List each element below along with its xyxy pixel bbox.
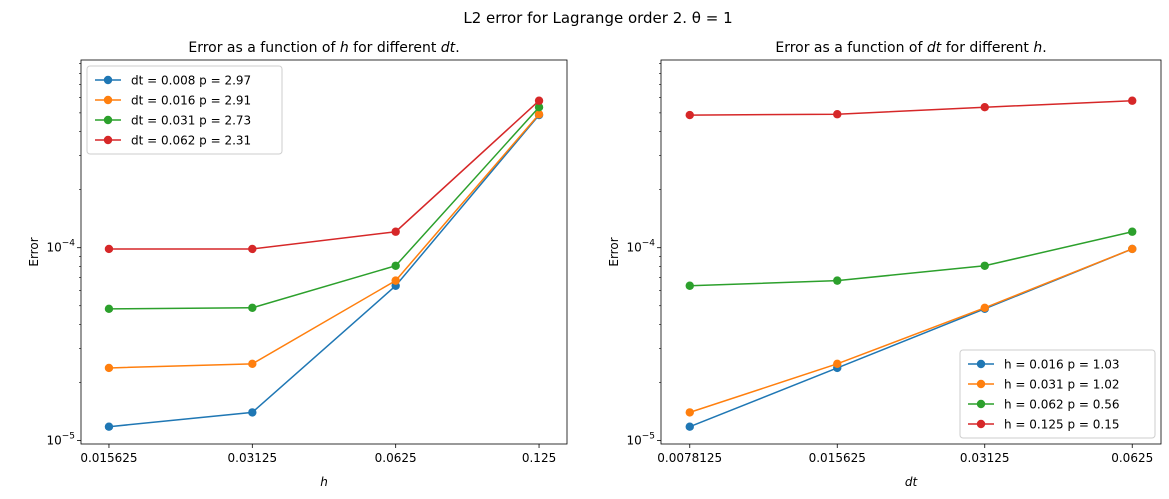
data-point [104, 304, 114, 314]
legend-box [959, 349, 1156, 439]
series-2 [685, 244, 1137, 417]
chart-panel-2: Error as a function of dt for different … [607, 40, 1162, 489]
data-point [391, 227, 400, 236]
y-tick-label: 10−5 [46, 432, 75, 448]
data-point [534, 103, 544, 112]
axes-frame [660, 59, 1162, 445]
legend-item: dt = 0.008 p = 2.97 [95, 74, 251, 88]
figure-suptitle: L2 error for Lagrange order 2. θ = 1 [463, 9, 732, 27]
legend-swatch-marker [976, 399, 986, 409]
series-4 [685, 96, 1137, 120]
data-point [104, 363, 114, 373]
data-point [391, 261, 400, 270]
x-tick-label: 0.015625 [80, 451, 137, 465]
data-point [833, 110, 842, 119]
data-point [1128, 244, 1137, 254]
x-tick-label: 0.0078125 [657, 451, 722, 465]
legend-swatch-marker [976, 359, 986, 369]
x-tick-label: 0.0625 [375, 451, 417, 465]
chart-panel-1: Error as a function of h for different d… [27, 40, 568, 489]
x-axis-label: dt [905, 475, 919, 489]
series-4 [104, 96, 544, 254]
series-line [108, 113, 540, 369]
series-3 [104, 103, 544, 314]
y-axis-label: Error [607, 237, 621, 266]
data-point [248, 303, 257, 312]
legend-item: dt = 0.016 p = 2.91 [95, 94, 251, 108]
data-point [534, 96, 544, 105]
chart-title: Error as a function of h for different d… [188, 40, 459, 56]
legend-label: dt = 0.008 p = 2.97 [131, 74, 251, 88]
series-3 [685, 227, 1137, 290]
legend-label: h = 0.016 p = 1.03 [1004, 358, 1119, 372]
legend-swatch-marker [103, 135, 113, 145]
data-point [534, 110, 544, 119]
legend-item: dt = 0.031 p = 2.73 [95, 114, 251, 128]
x-tick-label: 0.03125 [960, 451, 1010, 465]
data-point [685, 110, 694, 120]
data-point [1128, 227, 1137, 236]
series-line [689, 231, 1133, 287]
data-point [104, 422, 114, 431]
legend-swatch-marker [976, 379, 986, 389]
legend-swatch-marker [103, 95, 113, 105]
data-point [104, 244, 114, 254]
legend-label: dt = 0.016 p = 2.91 [131, 94, 251, 108]
data-point [248, 244, 257, 254]
data-point [1128, 96, 1137, 105]
chart-title: Error as a function of dt for different … [775, 40, 1046, 56]
data-point [685, 281, 694, 290]
data-point [248, 359, 257, 369]
data-point [980, 303, 989, 312]
series-line [108, 100, 540, 250]
x-tick-label: 0.0625 [1111, 451, 1153, 465]
data-point [980, 261, 989, 270]
legend-item: h = 0.125 p = 0.15 [968, 418, 1119, 432]
data-point [980, 103, 989, 112]
legend-item: h = 0.016 p = 1.03 [968, 358, 1119, 372]
x-tick-label: 0.015625 [809, 451, 866, 465]
y-tick-label: 10−4 [626, 239, 655, 255]
data-point [833, 359, 842, 369]
legend-box [86, 65, 283, 155]
data-point [391, 276, 400, 285]
series-line [689, 248, 1133, 414]
legend-item: h = 0.062 p = 0.56 [968, 398, 1119, 412]
series-line [108, 114, 540, 428]
data-point [685, 408, 694, 417]
legend-label: h = 0.062 p = 0.56 [1004, 398, 1119, 412]
y-tick-label: 10−4 [46, 239, 75, 255]
x-tick-label: 0.03125 [228, 451, 278, 465]
legend: dt = 0.008 p = 2.97 dt = 0.016 p = 2.91 dt… [86, 65, 283, 155]
legend-item: h = 0.031 p = 1.02 [968, 378, 1119, 392]
series-2 [104, 110, 544, 373]
x-tick-label: 0.125 [522, 451, 556, 465]
y-axis-label: Error [27, 237, 41, 266]
series-1 [104, 110, 544, 431]
y-tick-label: 10−5 [626, 432, 655, 448]
legend-swatch-marker [103, 75, 113, 85]
legend-label: h = 0.031 p = 1.02 [1004, 378, 1119, 392]
data-point [248, 408, 257, 417]
legend-label: dt = 0.062 p = 2.31 [131, 134, 251, 148]
data-point [685, 422, 694, 431]
series-line [108, 106, 540, 310]
data-point [833, 276, 842, 285]
legend-item: dt = 0.062 p = 2.31 [95, 134, 251, 148]
axes-frame [80, 59, 568, 445]
legend-swatch-marker [976, 419, 986, 429]
x-axis-label: h [320, 475, 328, 489]
legend-swatch-marker [103, 115, 113, 125]
legend-label: h = 0.125 p = 0.15 [1004, 418, 1119, 432]
legend-label: dt = 0.031 p = 2.73 [131, 114, 251, 128]
series-line [689, 99, 1133, 116]
legend: h = 0.016 p = 1.03 h = 0.031 p = 1.02 h = … [959, 349, 1156, 439]
